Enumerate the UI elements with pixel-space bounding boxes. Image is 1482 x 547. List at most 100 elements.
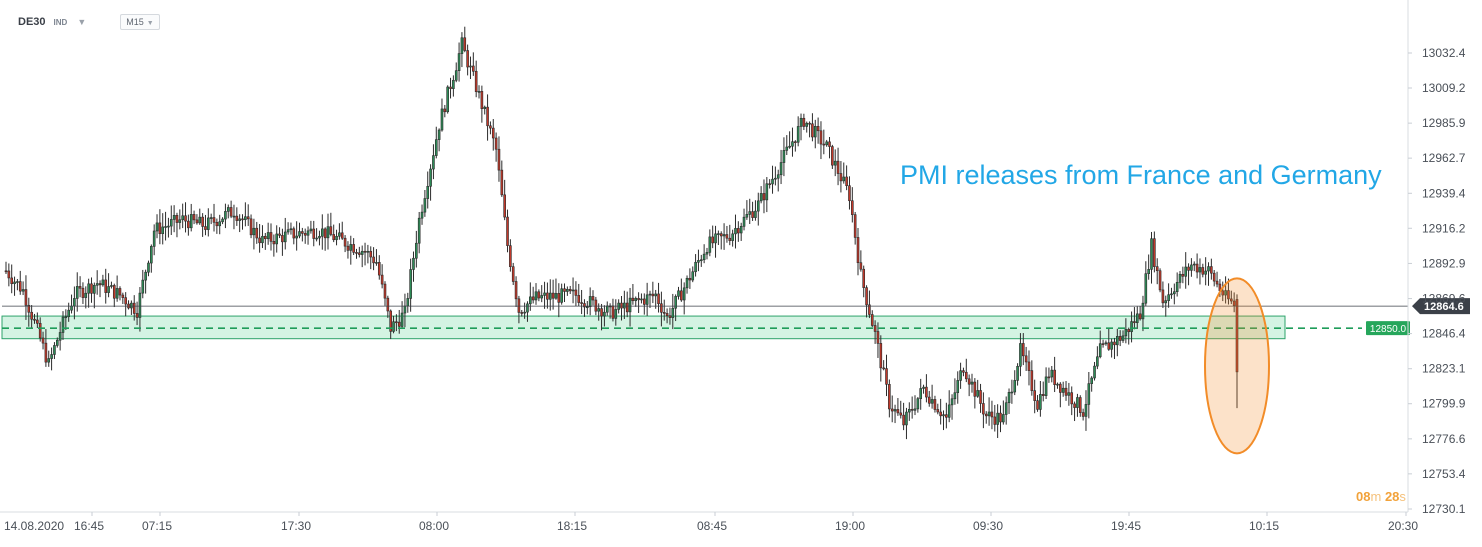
candle-body [98, 283, 102, 286]
candle-body [403, 305, 407, 314]
candle [1130, 311, 1133, 343]
candle-body [614, 309, 618, 319]
candle [625, 291, 629, 318]
candle [868, 290, 871, 319]
candle [112, 283, 116, 308]
candle [890, 395, 894, 423]
candle [1013, 370, 1017, 396]
candle-body [181, 215, 184, 221]
candle-body [660, 303, 663, 313]
candle [748, 198, 752, 225]
candle [491, 119, 495, 151]
candle [375, 249, 378, 266]
candle [668, 307, 672, 325]
candle-body [1053, 369, 1056, 385]
candle-body [890, 408, 894, 412]
candle-body [7, 270, 11, 279]
candle [355, 248, 358, 259]
x-tick-label: 17:30 [281, 519, 311, 533]
candle-body [1173, 291, 1176, 295]
candle-body [44, 342, 48, 363]
candle-body [514, 281, 518, 300]
candle [964, 358, 968, 383]
candle-body [1019, 343, 1022, 367]
candle [389, 309, 392, 340]
candle [671, 293, 675, 330]
candle-body [226, 207, 230, 212]
candle-body [70, 305, 73, 311]
candle [722, 223, 726, 250]
candle [90, 277, 93, 303]
candle [1107, 328, 1111, 351]
candle [246, 204, 250, 226]
candle-body [187, 220, 190, 229]
candle-body [1059, 383, 1062, 393]
candle-body [1041, 394, 1045, 396]
candle-body [360, 250, 364, 255]
candle-body [446, 86, 449, 113]
candle-body [75, 286, 79, 299]
candle-body [748, 211, 752, 215]
candle-body [819, 130, 823, 145]
candle-body [261, 235, 264, 244]
candle-body [511, 266, 515, 282]
candle-body [152, 230, 156, 247]
candle-body [115, 288, 119, 299]
symbol-label[interactable]: DE30 [18, 16, 46, 28]
candle-body [648, 293, 652, 296]
candle-body [899, 412, 903, 416]
candle [298, 222, 301, 239]
candle [132, 295, 136, 321]
candle [115, 275, 119, 302]
candle-body [779, 162, 783, 176]
candle-body [1030, 370, 1034, 391]
candle [70, 294, 73, 314]
candle [1093, 361, 1096, 381]
timeframe-selector[interactable]: M15 ▼ [120, 14, 160, 30]
candle [110, 281, 113, 289]
candle [372, 247, 375, 271]
candle-body [788, 145, 791, 148]
candle-body [927, 396, 931, 404]
candle [204, 214, 207, 236]
candle-body [964, 371, 968, 380]
countdown-minutes-unit: m [1370, 489, 1382, 504]
candle-body [1067, 392, 1071, 396]
candle-body [172, 215, 176, 220]
candle-body [198, 216, 202, 224]
candle-body [802, 117, 806, 127]
candle [1221, 281, 1225, 302]
candle-body [1061, 387, 1065, 393]
candle-body [762, 193, 766, 201]
candle-body [349, 244, 353, 251]
candle-body [833, 160, 837, 166]
candle-body [33, 318, 36, 321]
candle-body [1184, 266, 1188, 277]
candle [600, 303, 603, 331]
candle [511, 262, 515, 286]
candle [685, 275, 689, 294]
chevron-down-icon[interactable]: ▼ [77, 17, 87, 27]
candle [221, 217, 224, 225]
candle-body [1221, 290, 1225, 296]
candle-body [158, 222, 162, 235]
candle-body [1198, 267, 1202, 273]
candle-body [21, 289, 25, 292]
candle-body [161, 226, 165, 235]
candle [18, 270, 22, 295]
candle [888, 379, 891, 418]
candle [620, 295, 623, 321]
candle [61, 311, 65, 340]
candle [346, 241, 350, 259]
candle [1033, 379, 1036, 414]
candle [509, 239, 512, 272]
y-axis: 13032.4 13009.2 12985.9 12962.7 12939.4 12916… [1407, 0, 1466, 516]
candle [1138, 306, 1142, 321]
candle-body [654, 293, 657, 297]
candle [452, 75, 455, 97]
candle [1110, 338, 1113, 358]
candle [822, 129, 826, 155]
candle [742, 208, 746, 231]
